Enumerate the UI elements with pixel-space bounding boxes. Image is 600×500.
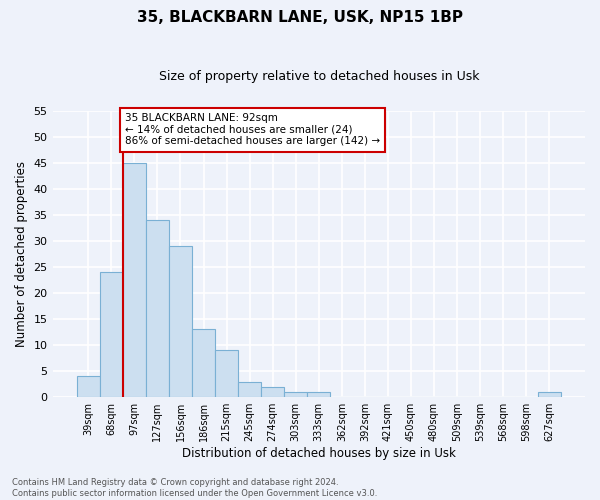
Text: 35 BLACKBARN LANE: 92sqm
← 14% of detached houses are smaller (24)
86% of semi-d: 35 BLACKBARN LANE: 92sqm ← 14% of detach… (125, 113, 380, 146)
Bar (307, 392, 330, 397)
Bar (261, 387, 284, 397)
Bar (238, 382, 261, 397)
Bar (215, 350, 238, 397)
Bar (192, 330, 215, 397)
Text: Contains HM Land Registry data © Crown copyright and database right 2024.
Contai: Contains HM Land Registry data © Crown c… (12, 478, 377, 498)
Title: Size of property relative to detached houses in Usk: Size of property relative to detached ho… (158, 70, 479, 83)
Bar (169, 246, 192, 397)
Bar (538, 392, 561, 397)
Text: 35, BLACKBARN LANE, USK, NP15 1BP: 35, BLACKBARN LANE, USK, NP15 1BP (137, 10, 463, 25)
Bar (100, 272, 123, 397)
X-axis label: Distribution of detached houses by size in Usk: Distribution of detached houses by size … (182, 447, 456, 460)
Y-axis label: Number of detached properties: Number of detached properties (15, 161, 28, 347)
Bar (284, 392, 307, 397)
Bar (123, 162, 146, 397)
Bar (146, 220, 169, 397)
Bar (77, 376, 100, 397)
